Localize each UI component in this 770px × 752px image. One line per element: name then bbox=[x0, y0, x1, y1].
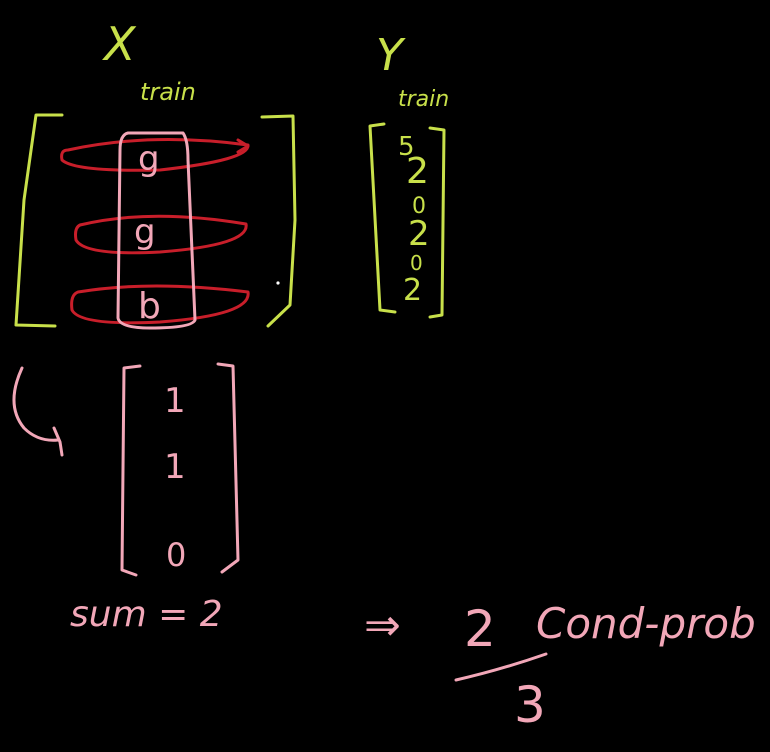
x-train-subscript: train bbox=[140, 78, 196, 106]
mask-vector: 1 1 0 bbox=[120, 362, 240, 577]
column-highlight bbox=[116, 131, 197, 330]
mask-left-bracket bbox=[120, 364, 142, 577]
x-cell-1: g bbox=[138, 139, 160, 179]
result-numerator: 2 bbox=[464, 600, 496, 658]
row-highlight-2 bbox=[74, 214, 248, 255]
y-train-subscript: train bbox=[398, 87, 449, 112]
x-matrix-right-bracket bbox=[260, 114, 297, 328]
y-value-1: 5 bbox=[398, 132, 415, 162]
curved-arrow bbox=[12, 366, 64, 457]
result-denominator: 3 bbox=[514, 676, 546, 734]
x-train-matrix: g g b bbox=[14, 113, 297, 330]
y-train-heading: Y train bbox=[376, 30, 449, 112]
y-vector-left-bracket bbox=[368, 122, 397, 314]
sum-text: sum = 2 bbox=[70, 594, 223, 635]
curved-arrow-icon bbox=[12, 366, 60, 442]
stray-dot bbox=[276, 281, 280, 285]
y-value-3: 0 bbox=[412, 194, 426, 219]
row-highlight-3 bbox=[70, 284, 250, 325]
y-train-vector: 5 2 0 2 0 2 bbox=[368, 122, 446, 319]
mask-value-3: 0 bbox=[166, 536, 186, 574]
y-value-4: 2 bbox=[408, 214, 430, 254]
fraction-bar bbox=[454, 652, 548, 682]
x-train-heading: X train bbox=[102, 17, 196, 106]
y-value-6: 2 bbox=[403, 273, 422, 308]
x-matrix-left-bracket bbox=[14, 113, 64, 328]
x-train-label: X bbox=[102, 17, 137, 71]
y-value-2: 2 bbox=[406, 151, 429, 192]
y-train-label: Y bbox=[376, 30, 406, 81]
mask-right-bracket bbox=[216, 362, 240, 574]
arrow-head-icon bbox=[52, 426, 64, 457]
y-vector-right-bracket bbox=[428, 126, 446, 319]
implies-arrow: ⇒ bbox=[364, 600, 401, 651]
result-expression: ⇒ 2 3 Cond-prob bbox=[364, 599, 756, 734]
y-value-5: 0 bbox=[410, 251, 423, 275]
mask-value-1: 1 bbox=[164, 381, 186, 421]
x-cell-3: b bbox=[138, 286, 161, 327]
row-arrow-icon bbox=[236, 138, 250, 154]
result-label: Cond-prob bbox=[536, 599, 756, 648]
mask-value-2: 1 bbox=[164, 447, 186, 487]
x-cell-2: g bbox=[134, 212, 156, 252]
